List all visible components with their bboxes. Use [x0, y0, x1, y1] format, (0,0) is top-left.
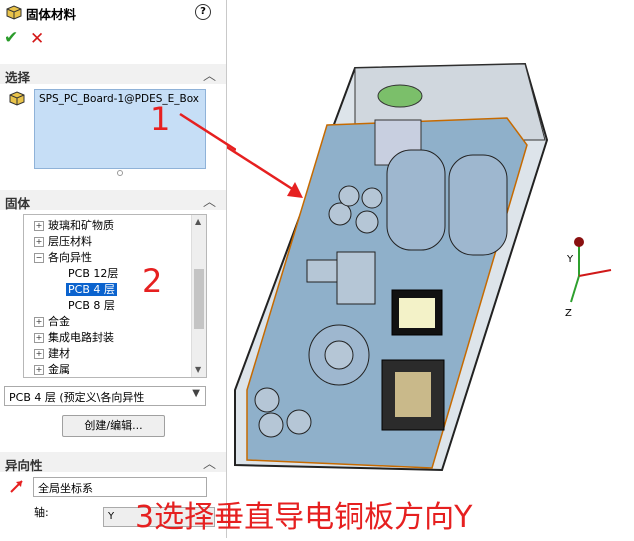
- property-manager: 固体材料 ? ✔ ✕ 选择 ︿ SPS_PC_Board-1@PDES_E_Bo…: [0, 0, 227, 538]
- expand-icon[interactable]: +: [34, 317, 44, 327]
- component-icon: [8, 90, 26, 109]
- annotation-arrow-tail: [179, 112, 236, 152]
- chevron-up-icon[interactable]: ︿: [202, 195, 216, 210]
- panel-title: 固体材料: [26, 7, 77, 22]
- expand-icon[interactable]: +: [34, 237, 44, 247]
- solid-material-icon: [5, 4, 23, 23]
- material-tree[interactable]: + 玻璃和矿物质 + 层压材料 − 各向异性 PCB 12层 PCB 4 层 PCB …: [23, 214, 207, 378]
- ok-button[interactable]: ✔: [4, 28, 19, 48]
- selection-section-label: 选择: [5, 70, 31, 85]
- anisotropy-section-header[interactable]: 异向性 ︿: [0, 452, 226, 473]
- material-combo[interactable]: PCB 4 层 (预定义\各向异性 ▼: [4, 386, 206, 406]
- capacitor-small: [286, 409, 312, 435]
- direction-arrow-icon: [10, 479, 24, 496]
- expand-icon[interactable]: +: [34, 365, 44, 375]
- graphics-viewport[interactable]: Y Z: [176, 0, 634, 538]
- capacitor-small: [258, 412, 284, 438]
- tree-item-anisotropic[interactable]: − 各向异性: [34, 251, 92, 264]
- coordinate-triad[interactable]: Y Z: [565, 237, 612, 319]
- capacitor-small: [254, 387, 280, 413]
- chevron-up-icon[interactable]: ︿: [202, 457, 216, 472]
- scroll-thumb[interactable]: [194, 269, 204, 329]
- anisotropy-section-label: 异向性: [5, 458, 43, 473]
- create-edit-button[interactable]: 创建/编辑...: [62, 415, 165, 437]
- capacitor-large-2: [448, 154, 508, 256]
- chevron-up-icon[interactable]: ︿: [202, 69, 216, 84]
- tree-item-building[interactable]: + 建材: [34, 347, 70, 360]
- panel-header: 固体材料 ?: [0, 0, 226, 24]
- triad-y-label: Y: [566, 254, 574, 265]
- expand-icon[interactable]: +: [34, 333, 44, 343]
- expand-icon[interactable]: +: [34, 221, 44, 231]
- tree-item-metal[interactable]: + 金属: [34, 363, 70, 376]
- component-block: [336, 251, 376, 305]
- transformer-core: [395, 372, 431, 417]
- annotation-arrowhead: [287, 182, 303, 198]
- model-view[interactable]: Y Z: [176, 0, 634, 538]
- coordinate-system-field[interactable]: 全局坐标系: [33, 477, 207, 497]
- annotation-step-3: 3选择垂直导电铜板方向Y: [135, 500, 473, 535]
- tree-item-glass[interactable]: + 玻璃和矿物质: [34, 219, 114, 232]
- axis-combo[interactable]: Y: [103, 507, 215, 527]
- capacitor-small: [328, 202, 352, 226]
- axis-label: 轴:: [34, 506, 49, 519]
- tree-item-laminate[interactable]: + 层压材料: [34, 235, 92, 248]
- triad-z-label: Z: [565, 308, 572, 319]
- expand-icon[interactable]: +: [34, 349, 44, 359]
- resize-handle[interactable]: [117, 170, 123, 176]
- cancel-button[interactable]: ✕: [30, 29, 45, 49]
- solid-section-header[interactable]: 固体 ︿: [0, 190, 226, 211]
- capacitor-small: [361, 187, 383, 209]
- selection-section-header[interactable]: 选择 ︿: [0, 64, 226, 85]
- solid-section-label: 固体: [5, 196, 31, 211]
- help-icon[interactable]: ?: [195, 4, 211, 20]
- tree-item-pcb12[interactable]: PCB 12层: [68, 267, 119, 280]
- scroll-up-icon[interactable]: ▲: [195, 217, 202, 226]
- capacitor-large-1: [386, 149, 446, 251]
- view-triad-ball: [574, 237, 584, 247]
- collapse-icon[interactable]: −: [34, 253, 44, 263]
- tree-item-alloy[interactable]: + 合金: [34, 315, 70, 328]
- tree-scrollbar[interactable]: ▲ ▼: [191, 215, 206, 377]
- scroll-down-icon[interactable]: ▼: [195, 365, 202, 374]
- component-block: [306, 259, 338, 283]
- capacitor-small: [355, 210, 379, 234]
- tree-item-pcb8[interactable]: PCB 8 层: [68, 299, 115, 312]
- component-green-disc: [377, 84, 423, 108]
- annotation-arrow: [176, 113, 298, 194]
- chevron-down-icon[interactable]: ▼: [192, 388, 200, 399]
- annotation-step-2: 2: [142, 262, 163, 300]
- tree-item-ic-package[interactable]: + 集成电路封装: [34, 331, 114, 344]
- selection-list[interactable]: SPS_PC_Board-1@PDES_E_Box: [34, 89, 206, 169]
- inductor-core: [324, 340, 354, 370]
- tree-item-pcb4[interactable]: PCB 4 层: [66, 283, 117, 296]
- capacitor-small: [338, 185, 360, 207]
- annotation-step-1: 1: [150, 100, 171, 138]
- ic-chip-top: [399, 298, 435, 328]
- selected-component[interactable]: SPS_PC_Board-1@PDES_E_Box: [39, 93, 200, 105]
